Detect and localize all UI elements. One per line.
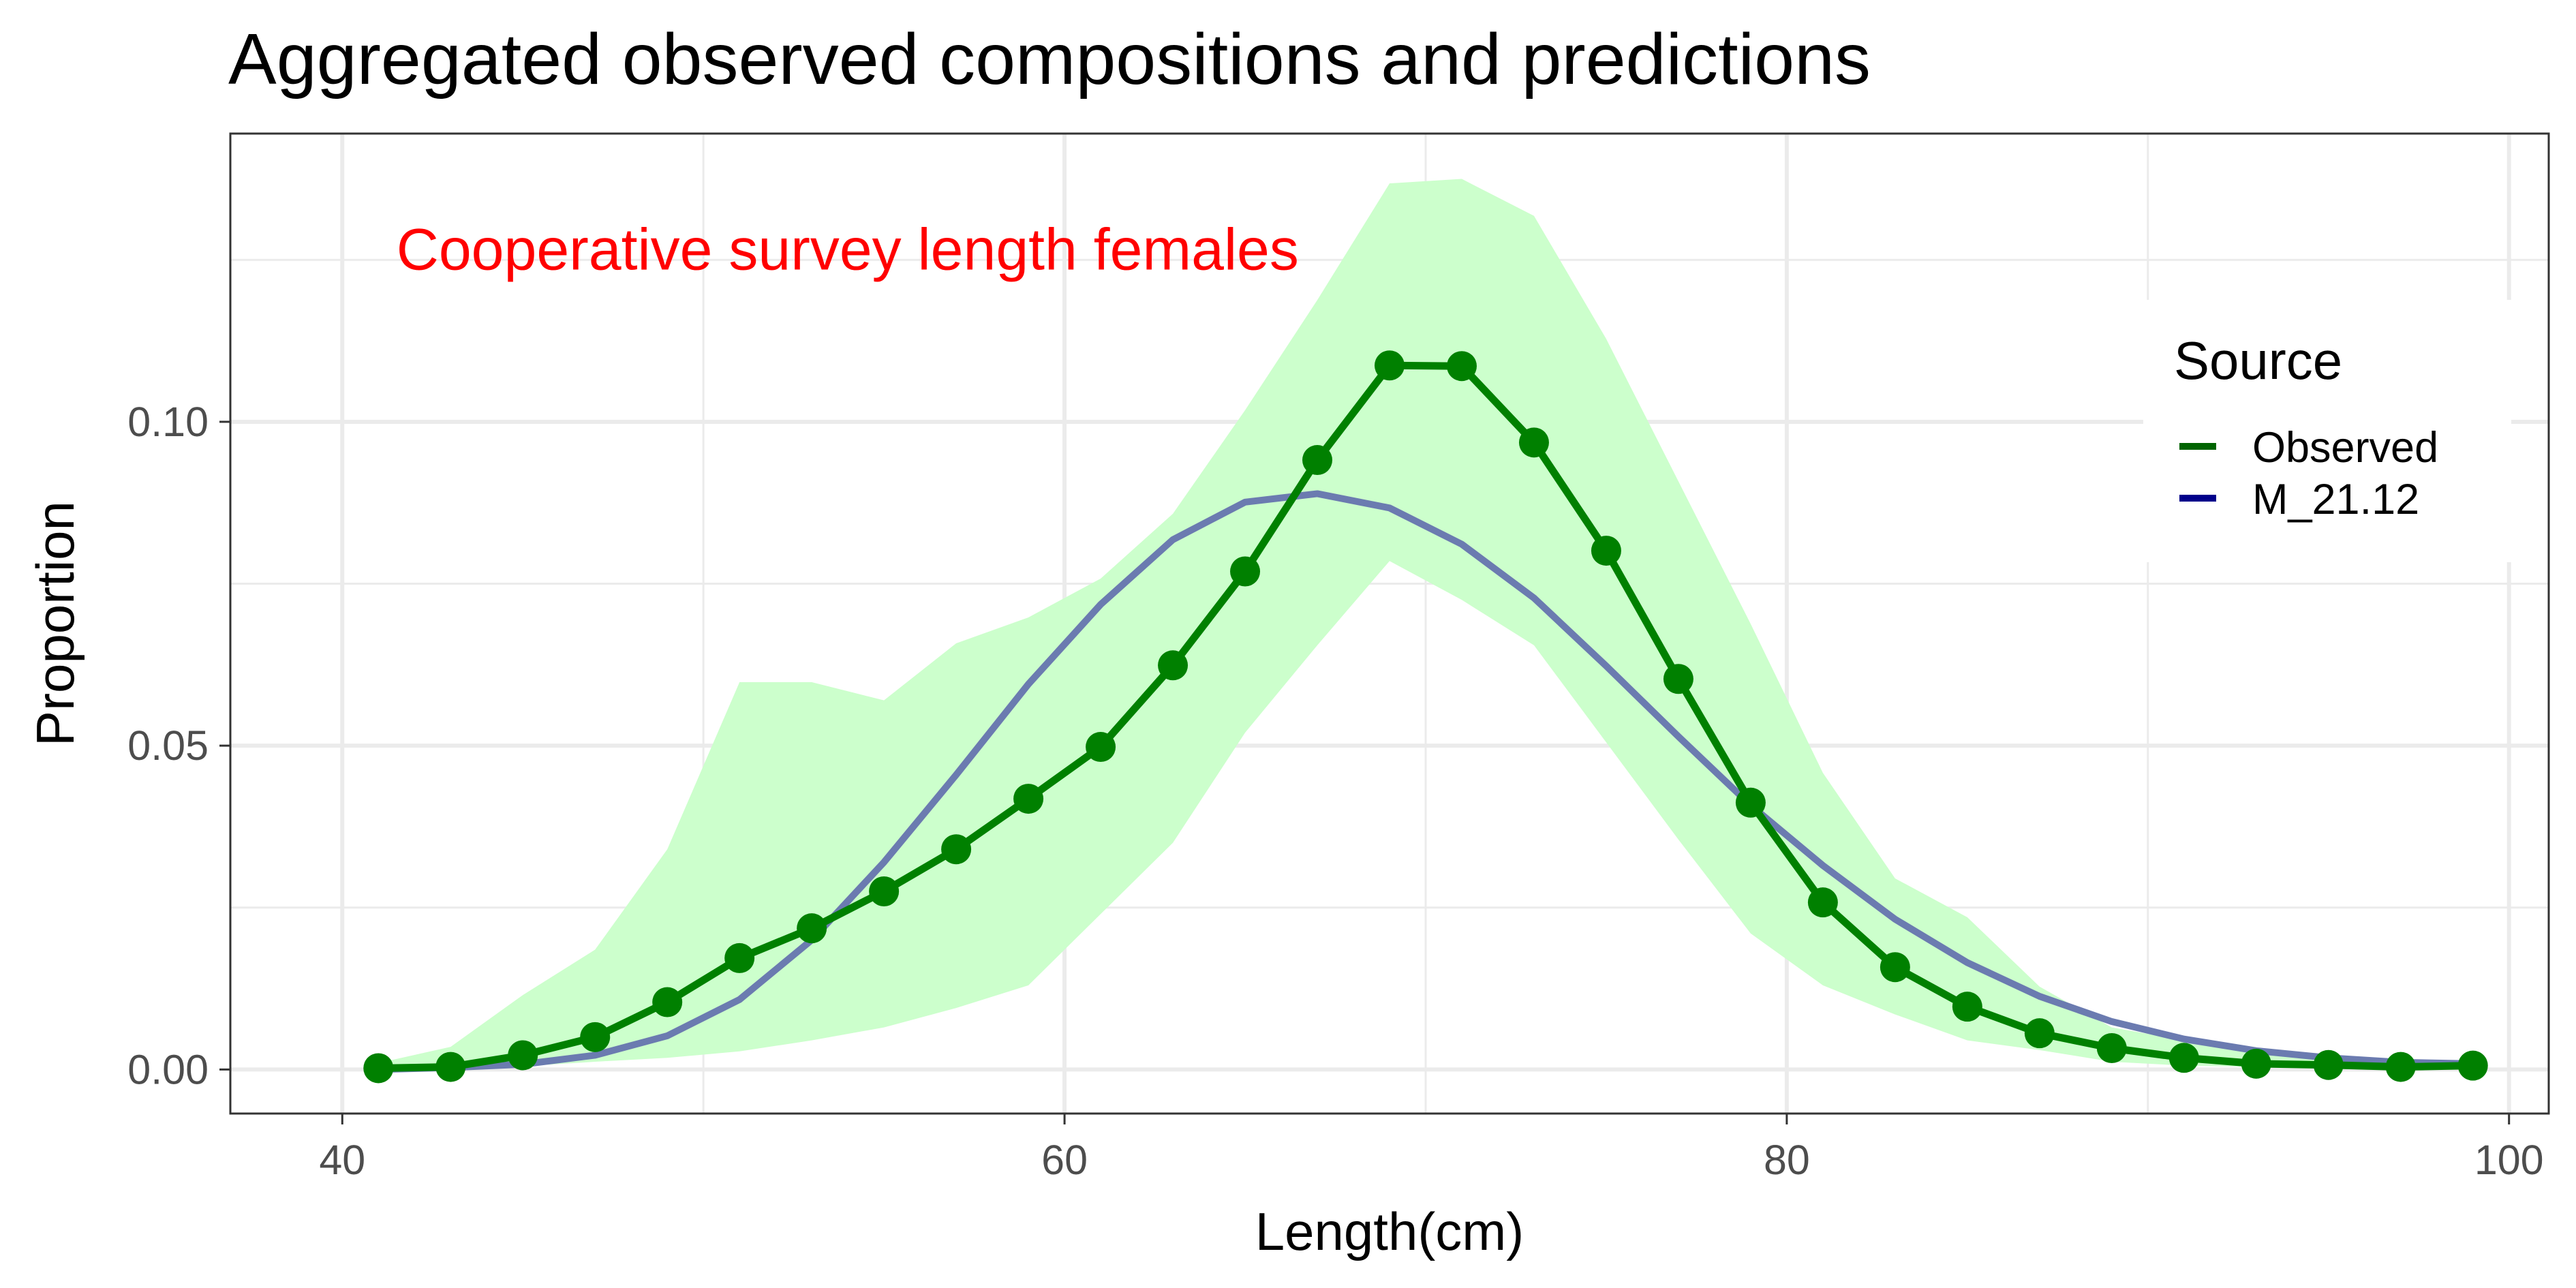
x-tick-label: 40 — [319, 1137, 365, 1183]
data-point-observed — [1663, 664, 1693, 694]
data-point-observed — [2241, 1048, 2271, 1079]
data-point-observed — [580, 1022, 611, 1052]
data-point-observed — [1735, 787, 1766, 818]
data-point-observed — [1591, 536, 1621, 566]
y-tick-label: 0.00 — [127, 1046, 209, 1092]
y-axis-title: Proportion — [25, 501, 85, 746]
panel-border — [229, 132, 2550, 1115]
data-point-observed — [1375, 350, 1405, 381]
data-point-observed — [363, 1053, 394, 1084]
data-point-observed — [2024, 1018, 2055, 1049]
data-point-observed — [1086, 732, 1116, 763]
prediction-interval-band — [378, 179, 2473, 1070]
data-point-observed — [2168, 1043, 2199, 1073]
data-point-observed — [1302, 445, 1333, 476]
data-point-observed — [724, 942, 755, 973]
annotation-text: Cooperative survey length females — [397, 217, 1299, 283]
plot-panel: Cooperative survey length females Source… — [229, 132, 2550, 1115]
legend-title: Source — [2174, 331, 2342, 390]
data-point-observed — [652, 987, 683, 1017]
data-point-observed — [508, 1040, 538, 1071]
data-point-observed — [797, 913, 827, 944]
data-point-observed — [1446, 351, 1477, 382]
data-point-observed — [2313, 1049, 2344, 1080]
data-point-observed — [1807, 887, 1838, 918]
data-point-observed — [1230, 556, 1261, 587]
data-point-observed — [1013, 784, 1044, 814]
data-point-observed — [869, 876, 900, 907]
x-axis: 40 60 80 100 — [319, 1114, 2544, 1183]
data-point-observed — [1952, 992, 1982, 1022]
legend-label-observed: Observed — [2252, 424, 2438, 472]
series-layer — [363, 350, 2488, 1084]
legend: Source Observed M_21.12 — [2143, 300, 2511, 562]
data-point-observed — [941, 834, 972, 865]
data-point-observed — [2096, 1033, 2127, 1064]
x-tick-label: 80 — [1764, 1137, 1810, 1183]
y-axis: 0.00 0.05 0.10 — [127, 399, 230, 1092]
x-tick-label: 100 — [2474, 1137, 2544, 1183]
legend-label-m-21-12: M_21.12 — [2252, 476, 2419, 523]
data-point-observed — [1518, 427, 1549, 458]
data-point-observed — [435, 1052, 466, 1082]
x-tick-label: 60 — [1041, 1137, 1088, 1183]
y-tick-label: 0.05 — [127, 722, 209, 769]
x-axis-title: Length(cm) — [1255, 1201, 1524, 1261]
legend-background — [2143, 300, 2511, 562]
data-point-observed — [1158, 650, 1189, 681]
data-point-observed — [2457, 1050, 2488, 1081]
series-line-m-21-12 — [378, 490, 2473, 1073]
chart-title: Aggregated observed compositions and pre… — [228, 19, 1871, 99]
y-tick-label: 0.10 — [127, 399, 209, 445]
data-point-observed — [1880, 952, 1910, 983]
data-point-observed — [2385, 1052, 2416, 1082]
